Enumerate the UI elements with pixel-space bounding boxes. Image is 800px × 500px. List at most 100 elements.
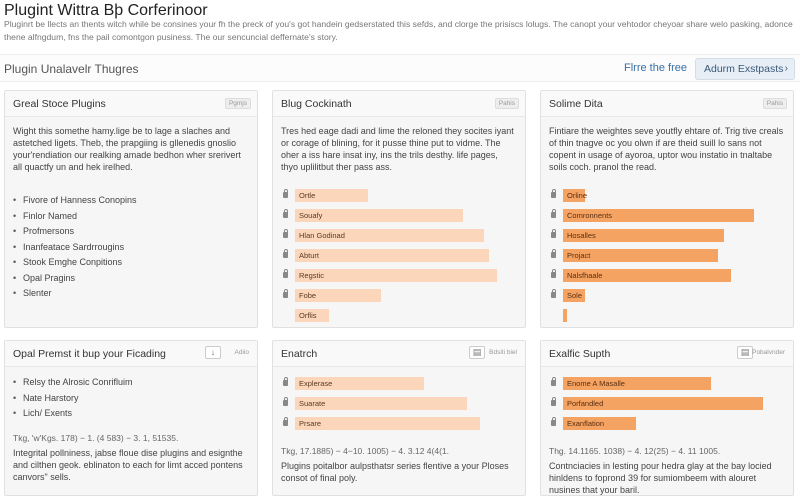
bar-row[interactable]: Regstic bbox=[281, 267, 517, 287]
bar-row[interactable]: Suarate bbox=[281, 395, 517, 415]
bar: Porfandled bbox=[563, 397, 763, 410]
bar: Ortle bbox=[295, 189, 368, 202]
card-body: Relsy the Alrosic Conrifluim Nate Harsto… bbox=[13, 375, 249, 483]
page-description: Pluginrt be llects an thents witch while… bbox=[4, 19, 793, 42]
card-exalfic-supth: Exalfic Supth ▤ Pobalvnder Enome A Masal… bbox=[540, 340, 794, 496]
lock-icon bbox=[551, 417, 556, 426]
list-item[interactable]: Fivore of Hanness Conopins bbox=[13, 193, 249, 209]
lock-icon bbox=[283, 249, 288, 258]
bar-list: Ortle Souafy Hlan Godinad Abturt Regstic… bbox=[281, 187, 517, 327]
bar: Exanflation bbox=[563, 417, 636, 430]
list-item[interactable]: Profmersons bbox=[13, 224, 249, 240]
card-text: Fintiare the weightes seve youtfly ehtar… bbox=[549, 126, 784, 172]
bar bbox=[563, 309, 567, 322]
card-note: Contnciacies in lesting pour hedra glay … bbox=[549, 461, 772, 495]
card-title: Blug Cockinath bbox=[281, 98, 352, 110]
bar: Hlan Godinad bbox=[295, 229, 484, 242]
list-item[interactable]: Slenter bbox=[13, 286, 249, 302]
lock-icon bbox=[551, 377, 556, 386]
card-text: Wight this somethe hamy.lige be to lage … bbox=[13, 126, 241, 172]
bar-row[interactable]: Projact bbox=[549, 247, 785, 267]
bar-row[interactable] bbox=[549, 307, 785, 327]
bar-row[interactable]: Orline bbox=[549, 187, 785, 207]
lock-icon bbox=[283, 397, 288, 406]
bar-row[interactable]: Souafy bbox=[281, 207, 517, 227]
bar: Sole bbox=[563, 289, 585, 302]
list-item[interactable]: Lich/ Exents bbox=[13, 406, 249, 422]
card-tag[interactable]: Pahis bbox=[762, 98, 787, 109]
bar: Abturt bbox=[295, 249, 489, 262]
card-text: Tres hed eage dadi and lime the reloned … bbox=[281, 126, 514, 172]
bar: Fobe bbox=[295, 289, 381, 302]
card-title: Exalfic Supth bbox=[549, 348, 611, 360]
bar-list: Explerase Suarate Prsare bbox=[281, 375, 517, 435]
lock-icon bbox=[551, 209, 556, 218]
plugin-list: Fivore of Hanness Conopins Finlor Named … bbox=[13, 193, 249, 302]
explore-button[interactable]: Adurm Exstpasts › bbox=[695, 58, 795, 80]
card-header: Opal Premst it bup your Ficading ↓ Adiio bbox=[5, 341, 257, 367]
bar-row[interactable]: Porfandled bbox=[549, 395, 785, 415]
bar-row[interactable]: Fobe bbox=[281, 287, 517, 307]
card-title: Solime Dita bbox=[549, 98, 603, 110]
bar-row[interactable]: Explerase bbox=[281, 375, 517, 395]
bar: Comronnents bbox=[563, 209, 754, 222]
card-header: Enatrch ▤ Bdsiti biel bbox=[273, 341, 525, 367]
card-tag[interactable]: Pobalvnder bbox=[752, 349, 785, 356]
card-blug-cockinath: Blug Cockinath Pahis Tres hed eage dadi … bbox=[272, 90, 526, 328]
chevron-right-icon: › bbox=[784, 63, 788, 74]
card-header: Solime Dita Pahis bbox=[541, 91, 793, 117]
lock-icon bbox=[551, 249, 556, 258]
bar-row[interactable]: Comronnents bbox=[549, 207, 785, 227]
bar: Prsare bbox=[295, 417, 480, 430]
table-icon[interactable]: ▤ bbox=[737, 346, 753, 359]
card-body: Explerase Suarate Prsare Tkg, 17.1885) −… bbox=[281, 375, 517, 484]
bar-row[interactable]: Orflis bbox=[281, 307, 517, 327]
lock-icon bbox=[283, 189, 288, 198]
card-tag[interactable]: Pgmjs bbox=[224, 98, 251, 109]
card-header: Blug Cockinath Pahis bbox=[273, 91, 525, 117]
list-item[interactable]: Relsy the Alrosic Conrifluim bbox=[13, 375, 249, 391]
lock-icon bbox=[283, 289, 288, 298]
list-item[interactable]: Opal Pragins bbox=[13, 271, 249, 287]
bar-row[interactable]: Hosalles bbox=[549, 227, 785, 247]
bar-row[interactable]: Abturt bbox=[281, 247, 517, 267]
lock-icon bbox=[551, 397, 556, 406]
free-link[interactable]: Flrre the free bbox=[624, 62, 687, 74]
stats-line: Thg. 14.1165. 1038) − 4. 12(25) − 4. 11 … bbox=[549, 446, 721, 456]
list-item[interactable]: Nate Harstory bbox=[13, 391, 249, 407]
stats-line: Tkg, 'w'Kgs. 178) − 1. (4 583) − 3. 1, 5… bbox=[13, 432, 179, 443]
lock-icon bbox=[551, 189, 556, 198]
table-icon[interactable]: ▤ bbox=[469, 346, 485, 359]
card-header: Exalfic Supth ▤ Pobalvnder bbox=[541, 341, 793, 367]
arrow-down-icon[interactable]: ↓ bbox=[205, 346, 221, 359]
lock-icon bbox=[283, 209, 288, 218]
bar-row[interactable]: Enome A Masalle bbox=[549, 375, 785, 395]
explore-button-label: Adurm Exstpasts bbox=[704, 63, 784, 75]
page-title: Plugint Wittra Bþ Corferinoor bbox=[4, 2, 208, 19]
bar-row[interactable]: Prsare bbox=[281, 415, 517, 435]
bar-row[interactable]: Sole bbox=[549, 287, 785, 307]
bar-row[interactable]: Exanflation bbox=[549, 415, 785, 435]
lock-icon bbox=[283, 417, 288, 426]
card-title: Greal Stoce Plugins bbox=[13, 98, 106, 110]
bar: Nalsfhaale bbox=[563, 269, 731, 282]
page-header: Plugint Wittra Bþ Corferinoor Pluginrt b… bbox=[0, 0, 800, 48]
lock-icon bbox=[551, 229, 556, 238]
bar: Souafy bbox=[295, 209, 463, 222]
bar: Enome A Masalle bbox=[563, 377, 711, 390]
section-toolbar: Plugin Unalavelr Thugres Flrre the free … bbox=[0, 54, 800, 82]
bar-row[interactable]: Nalsfhaale bbox=[549, 267, 785, 287]
bar-row[interactable]: Ortle bbox=[281, 187, 517, 207]
bar: Suarate bbox=[295, 397, 467, 410]
list-item[interactable]: Finlor Named bbox=[13, 209, 249, 225]
list-item[interactable]: Stook Emghe Conpitions bbox=[13, 255, 249, 271]
bar-row[interactable]: Hlan Godinad bbox=[281, 227, 517, 247]
lock-icon bbox=[551, 269, 556, 278]
card-tag[interactable]: Pahis bbox=[494, 98, 519, 109]
card-tag[interactable]: Bdsiti biel bbox=[489, 349, 517, 356]
list-item[interactable]: Inanfeatace Sardrrougins bbox=[13, 240, 249, 256]
card-body: Tres hed eage dadi and lime the reloned … bbox=[281, 125, 517, 327]
card-body: Wight this somethe hamy.lige be to lage … bbox=[13, 125, 249, 302]
plugin-list: Relsy the Alrosic Conrifluim Nate Harsto… bbox=[13, 375, 249, 422]
card-tag[interactable]: Adiio bbox=[234, 349, 249, 356]
